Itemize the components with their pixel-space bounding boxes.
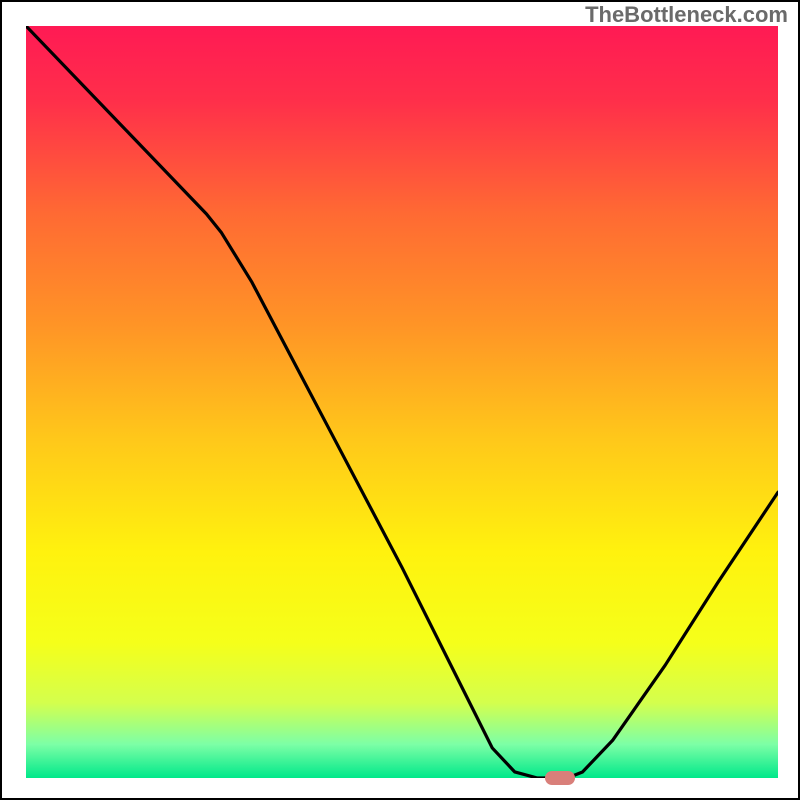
chart-plot-area bbox=[26, 26, 778, 778]
chart-background-gradient bbox=[26, 26, 778, 778]
chart-frame: TheBottleneck.com bbox=[0, 0, 800, 800]
watermark-text: TheBottleneck.com bbox=[585, 2, 788, 28]
highlight-marker bbox=[545, 771, 575, 785]
